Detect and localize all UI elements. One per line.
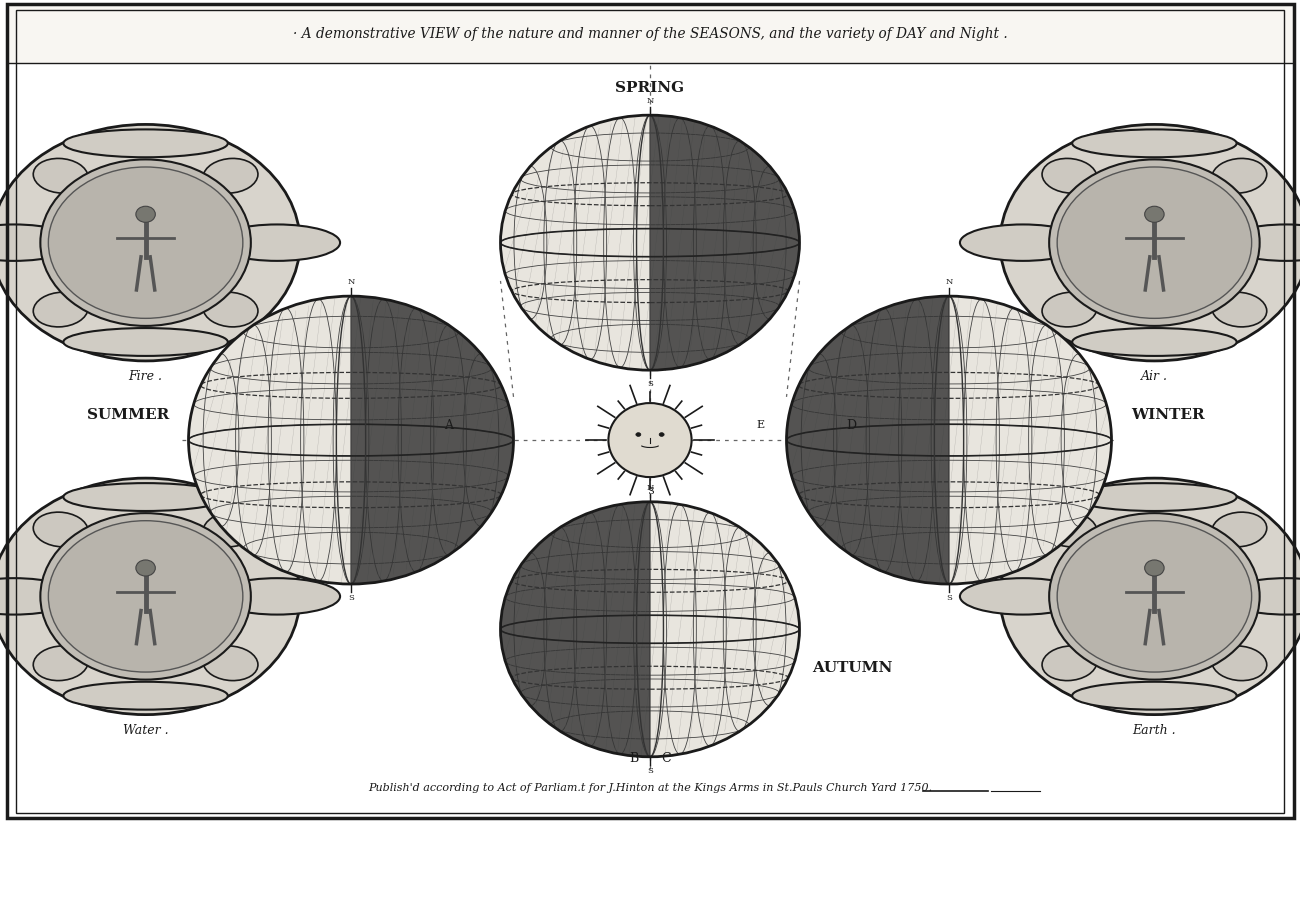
Text: S: S [646,487,654,496]
Ellipse shape [500,502,800,757]
Bar [6,4,1294,63]
Text: S: S [348,594,354,602]
Text: N: N [646,97,654,105]
Ellipse shape [1212,512,1266,547]
Ellipse shape [1043,512,1097,547]
Ellipse shape [64,681,228,709]
Ellipse shape [34,645,88,681]
Ellipse shape [0,124,300,360]
Ellipse shape [136,206,155,222]
Ellipse shape [64,129,228,157]
Ellipse shape [1000,124,1300,360]
Ellipse shape [1212,158,1266,193]
Ellipse shape [203,158,257,193]
Ellipse shape [1072,483,1236,511]
Polygon shape [650,115,800,370]
Text: S: S [647,767,653,775]
Text: Earth .: Earth . [1132,724,1176,737]
Ellipse shape [34,512,88,547]
Ellipse shape [48,521,243,672]
Ellipse shape [659,432,664,436]
Text: D: D [846,419,857,432]
Text: S: S [647,380,653,388]
Ellipse shape [1043,158,1097,193]
Ellipse shape [40,513,251,680]
Ellipse shape [1072,328,1236,356]
Text: A: A [445,419,452,432]
Polygon shape [351,296,514,584]
Text: N: N [347,279,355,286]
Ellipse shape [64,483,228,511]
Ellipse shape [1000,478,1300,715]
Ellipse shape [1072,681,1236,709]
Text: C: C [660,752,671,765]
Ellipse shape [1145,560,1164,576]
Ellipse shape [48,167,243,318]
Text: SPRING: SPRING [615,81,685,94]
Text: Air .: Air . [1141,370,1167,383]
Ellipse shape [1212,645,1266,681]
Ellipse shape [203,512,257,547]
Text: Image ID: HHG806: Image ID: HHG806 [1106,841,1216,853]
Ellipse shape [40,159,251,326]
Text: www.alamy.com: www.alamy.com [1109,868,1216,881]
Ellipse shape [636,432,641,436]
Ellipse shape [1212,292,1266,327]
Ellipse shape [34,292,88,327]
Text: N: N [945,279,953,286]
Text: S: S [946,594,952,602]
Text: alamy: alamy [49,844,162,877]
Ellipse shape [1043,292,1097,327]
Ellipse shape [1072,129,1236,157]
Text: SUMMER: SUMMER [87,408,169,423]
Text: N: N [646,484,654,492]
Polygon shape [786,296,949,584]
Ellipse shape [203,645,257,681]
Ellipse shape [0,478,300,715]
Polygon shape [500,502,650,757]
Ellipse shape [0,578,77,615]
Ellipse shape [608,403,692,477]
Text: B: B [629,752,640,765]
Ellipse shape [1049,513,1260,680]
Ellipse shape [1145,206,1164,222]
Ellipse shape [500,115,800,370]
Text: AUTUMN: AUTUMN [812,661,893,674]
Ellipse shape [136,560,155,576]
Text: Publish'd according to Act of Parliam.t for J.Hinton at the Kings Arms in St.Pau: Publish'd according to Act of Parliam.t … [368,783,932,793]
Ellipse shape [214,578,341,615]
Ellipse shape [34,158,88,193]
Ellipse shape [786,296,1112,584]
Ellipse shape [1223,225,1300,261]
Ellipse shape [188,296,514,584]
Ellipse shape [214,225,341,261]
Text: · A demonstrative VIEW of the nature and manner of the SEASONS, and the variety : · A demonstrative VIEW of the nature and… [292,27,1008,40]
Ellipse shape [1049,159,1260,326]
Ellipse shape [203,292,257,327]
Text: Fire .: Fire . [129,370,162,383]
Ellipse shape [1043,645,1097,681]
Text: Water .: Water . [122,724,169,737]
Ellipse shape [64,328,228,356]
Ellipse shape [1223,578,1300,615]
Ellipse shape [959,225,1086,261]
Ellipse shape [1057,167,1252,318]
Ellipse shape [0,225,77,261]
Text: WINTER: WINTER [1131,408,1205,423]
Ellipse shape [959,578,1086,615]
Text: E: E [757,420,764,431]
Ellipse shape [1057,521,1252,672]
